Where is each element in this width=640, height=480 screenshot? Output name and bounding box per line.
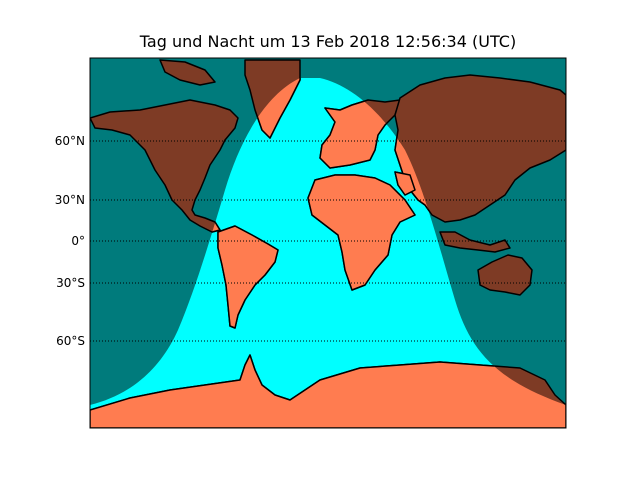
map-title: Tag und Nacht um 13 Feb 2018 12:56:34 (U… <box>139 32 517 51</box>
latitude-gridlines <box>90 140 566 342</box>
latitude-label: 60°N <box>55 134 85 148</box>
latitude-label: 30°N <box>55 193 85 207</box>
latitude-label: 30°S <box>56 276 85 290</box>
map-frame <box>89 57 567 429</box>
latitude-labels: 60°N 30°N 0° 30°S 60°S <box>55 134 85 348</box>
latitude-label: 0° <box>71 234 85 248</box>
latitude-label: 60°S <box>56 334 85 348</box>
